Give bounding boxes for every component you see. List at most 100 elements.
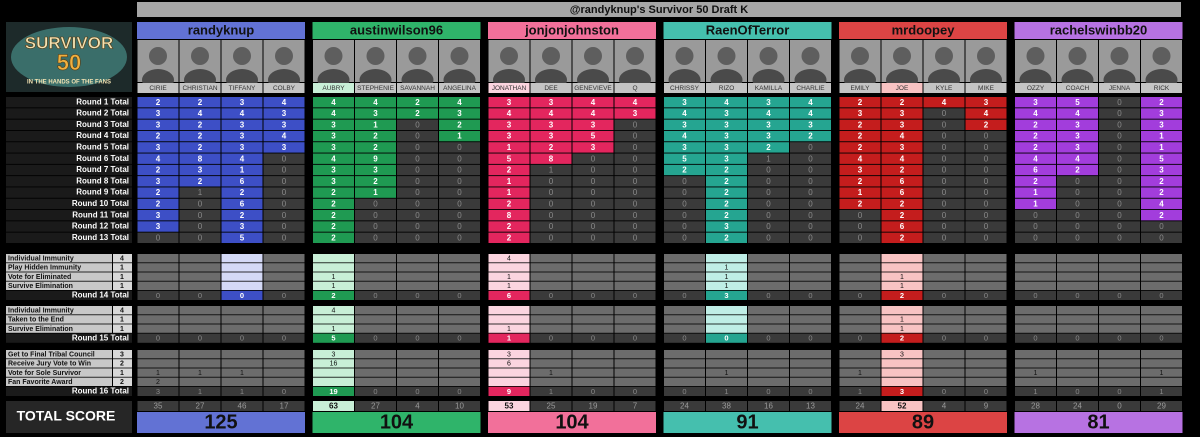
bonus-value: 1 [725,265,729,272]
score-cell [748,176,789,187]
bonus-cell [1057,350,1098,359]
bonus-cell [397,350,438,359]
bonus-cell [530,315,572,324]
bonus-cell [355,263,396,272]
score-cell [488,187,530,198]
bonus-value: 1 [725,283,729,290]
bonus-cell [1141,368,1182,377]
score-cell [965,187,1007,198]
score-cell [881,221,923,232]
bonus-cell [1057,324,1098,333]
score-value: 0 [808,177,813,186]
bonus-cell [664,254,705,263]
bonus-value: 1 [549,370,553,377]
bonus-cell [572,306,614,315]
score-cell [137,119,179,130]
bonus-points-cell [113,359,132,368]
score-value: 3 [282,143,287,152]
bonus-cell [881,315,923,324]
team-name: jonjonjohnston [524,22,619,37]
bonus-cell [530,350,572,359]
score-value: 0 [766,211,771,220]
player-name-cell [439,83,480,93]
section-total-value: 0 [1117,387,1121,396]
section-total-value: 0 [591,387,595,396]
bonus-points-cell [113,254,132,263]
score-cell [221,210,263,221]
score-cell [839,108,881,119]
section-total-value: 0 [1033,291,1037,300]
bonus-cell [1141,377,1182,386]
score-cell [488,97,530,108]
player-name-cell [179,83,221,93]
score-cell [664,130,705,142]
score-value: 3 [900,143,905,152]
score-value: 0 [682,188,687,197]
player-name-cell [530,83,572,93]
bonus-label: Individual Immunity [8,255,74,262]
score-value: 2 [198,143,203,152]
section-total-value: 0 [373,387,377,396]
bonus-cell [664,281,705,290]
section-total-cell [313,333,354,343]
score-value: 0 [808,154,813,163]
round-label: Round 10 Total [72,199,129,208]
score-value: 1 [858,188,863,197]
score-value: 2 [766,143,771,152]
section-total-value: 5 [331,334,335,343]
score-value: 0 [942,143,947,152]
score-value: 3 [549,132,554,141]
section-total-value: 2 [900,334,904,343]
bonus-cell [839,306,881,315]
score-cell [572,210,614,221]
section-total-cell [179,386,221,396]
bonus-cell [397,324,438,333]
score-value: 0 [591,177,596,186]
score-value: 4 [240,154,245,163]
score-value: 0 [198,233,203,242]
section-total-value: 19 [329,387,337,396]
player-photo-head [1110,47,1129,65]
score-cell [179,97,221,108]
bonus-cell [263,306,305,315]
score-cell [614,119,656,130]
team-total: 104 [555,411,589,433]
bonus-cell [221,306,263,315]
player-total: 24 [1073,402,1082,411]
score-value: 0 [1159,222,1164,231]
bonus-cell [530,324,572,333]
bonus-cell [313,263,354,272]
player-name-cell [488,83,530,93]
score-cell [439,176,480,187]
bonus-cell [790,281,831,290]
score-cell [313,210,354,221]
player-name: CIRIE [149,85,167,92]
score-cell [1057,232,1098,243]
section-total-cell [397,386,438,396]
score-value: 4 [984,109,989,118]
score-cell [572,130,614,142]
score-value: 0 [457,154,462,163]
score-cell [790,119,831,130]
score-cell [313,130,354,142]
section-total-value: 0 [766,334,770,343]
bonus-cell [221,272,263,281]
score-value: 0 [1117,166,1122,175]
score-cell [530,97,572,108]
bonus-cell [313,254,354,263]
bonus-points: 1 [120,370,124,377]
score-cell [664,108,705,119]
score-cell [748,221,789,232]
score-cell [397,153,438,164]
bonus-value: 1 [725,370,729,377]
score-value: 2 [331,233,336,242]
team-header [312,22,481,39]
score-cell [923,187,965,198]
score-cell [439,119,480,130]
player-total-cell [1057,401,1098,411]
bonus-cell [179,306,221,315]
bonus-value: 1 [240,370,244,377]
score-value: 1 [1033,200,1038,209]
player-total: 52 [898,402,907,411]
bonus-cell [137,350,179,359]
